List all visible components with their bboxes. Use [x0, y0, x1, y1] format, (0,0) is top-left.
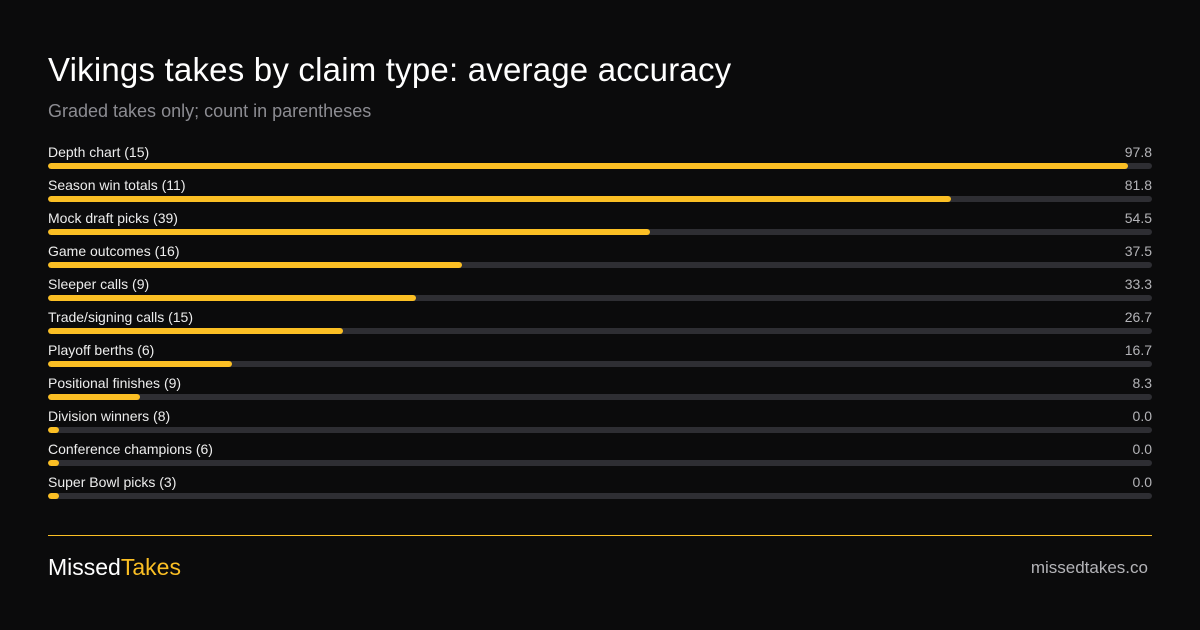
bar-value-label: 8.3 — [1132, 375, 1152, 391]
bar-track — [48, 163, 1152, 169]
bar-row: Depth chart (15) 97.8 — [48, 143, 1152, 176]
bar-track — [48, 394, 1152, 400]
bar-label: Depth chart (15) — [48, 144, 150, 160]
bar-fill — [48, 394, 140, 400]
bar-row: Game outcomes (16) 37.5 — [48, 242, 1152, 275]
bar-value-label: 81.8 — [1124, 177, 1152, 193]
bar-label: Season win totals (11) — [48, 177, 186, 193]
bar-fill — [48, 427, 59, 433]
chart-subtitle: Graded takes only; count in parentheses — [48, 101, 372, 121]
bar-row: Division winners (8) 0.0 — [48, 407, 1152, 440]
bar-fill — [48, 328, 343, 334]
bar-label: Mock draft picks (39) — [48, 210, 178, 226]
bar-chart: Depth chart (15) 97.8 Season win totals (1… — [48, 143, 1152, 506]
bar-value-label: 16.7 — [1124, 342, 1152, 358]
site-url: missedtakes.co — [1030, 558, 1148, 577]
bar-label: Sleeper calls (9) — [48, 276, 150, 292]
bar-value-label: 0.0 — [1132, 474, 1152, 490]
bar-row: Playoff berths (6) 16.7 — [48, 341, 1152, 374]
brand-logo: MissedTakes — [48, 553, 181, 581]
bar-track — [48, 328, 1152, 334]
bar-label: Positional finishes (9) — [48, 375, 182, 391]
bar-track — [48, 295, 1152, 301]
bar-track — [48, 460, 1152, 466]
footer-divider — [48, 535, 1152, 536]
bar-fill — [48, 460, 59, 466]
bar-value-label: 37.5 — [1124, 243, 1152, 259]
bar-track — [48, 361, 1152, 367]
bar-fill — [48, 493, 59, 499]
bar-label: Super Bowl picks (3) — [48, 474, 177, 490]
brand-name-part2: Takes — [120, 554, 181, 580]
bar-label: Trade/signing calls (15) — [48, 309, 193, 325]
bar-track — [48, 493, 1152, 499]
brand-name-part1: Missed — [48, 554, 121, 580]
bar-row: Conference champions (6) 0.0 — [48, 440, 1152, 473]
bar-value-label: 26.7 — [1124, 309, 1152, 325]
bar-row: Super Bowl picks (3) 0.0 — [48, 473, 1152, 506]
bar-label: Game outcomes (16) — [48, 243, 180, 259]
bar-fill — [48, 361, 233, 367]
bar-row: Mock draft picks (39) 54.5 — [48, 209, 1152, 242]
bar-fill — [48, 163, 1128, 169]
bar-track — [48, 427, 1152, 433]
bar-fill — [48, 196, 952, 202]
bar-fill — [48, 262, 462, 268]
bar-track — [48, 196, 1152, 202]
bar-label: Conference champions (6) — [48, 441, 213, 457]
bar-value-label: 0.0 — [1132, 408, 1152, 424]
bar-value-label: 97.8 — [1124, 144, 1152, 160]
bar-track — [48, 262, 1152, 268]
chart-title: Vikings takes by claim type: average acc… — [48, 51, 732, 88]
bar-track — [48, 229, 1152, 235]
bar-value-label: 0.0 — [1132, 441, 1152, 457]
bar-value-label: 54.5 — [1124, 210, 1152, 226]
bar-row: Season win totals (11) 81.8 — [48, 176, 1152, 209]
bar-label: Division winners (8) — [48, 408, 171, 424]
bar-row: Sleeper calls (9) 33.3 — [48, 275, 1152, 308]
bar-row: Positional finishes (9) 8.3 — [48, 374, 1152, 407]
bar-value-label: 33.3 — [1124, 276, 1152, 292]
bar-row: Trade/signing calls (15) 26.7 — [48, 308, 1152, 341]
bar-fill — [48, 295, 416, 301]
bar-fill — [48, 229, 650, 235]
bar-label: Playoff berths (6) — [48, 342, 155, 358]
